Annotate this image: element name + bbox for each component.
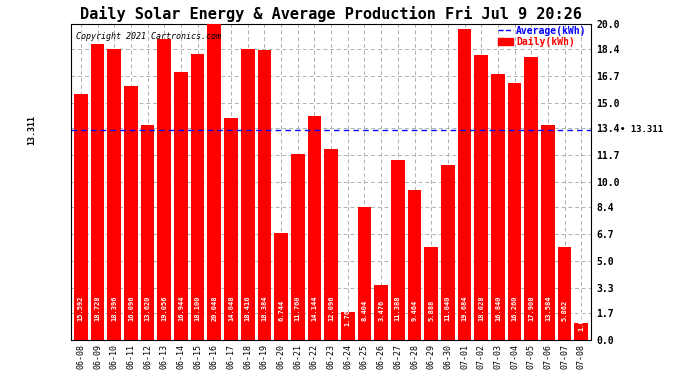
Text: 20.048: 20.048: [211, 295, 217, 321]
Text: 1.764: 1.764: [345, 304, 351, 326]
Text: 13.620: 13.620: [145, 295, 150, 321]
Bar: [524, 57, 538, 340]
Title: Daily Solar Energy & Average Production Fri Jul 9 20:26: Daily Solar Energy & Average Production …: [80, 6, 582, 21]
Text: 18.100: 18.100: [195, 295, 201, 321]
Text: 16.944: 16.944: [178, 295, 184, 321]
Bar: [174, 72, 188, 340]
Bar: [291, 154, 304, 340]
Text: 19.684: 19.684: [462, 295, 468, 321]
Bar: [191, 54, 204, 340]
Text: 18.028: 18.028: [478, 295, 484, 321]
Text: 19.056: 19.056: [161, 295, 167, 321]
Text: 6.744: 6.744: [278, 299, 284, 321]
Text: 18.396: 18.396: [111, 295, 117, 321]
Bar: [124, 86, 138, 340]
Bar: [457, 29, 471, 340]
Text: 14.144: 14.144: [311, 295, 317, 321]
Bar: [308, 117, 322, 340]
Text: 11.388: 11.388: [395, 295, 401, 321]
Bar: [274, 233, 288, 340]
Bar: [157, 39, 171, 340]
Bar: [241, 49, 255, 340]
Bar: [558, 247, 571, 340]
Bar: [475, 55, 488, 340]
Bar: [541, 125, 555, 340]
Text: • 13.311: • 13.311: [620, 125, 663, 134]
Text: 11.760: 11.760: [295, 295, 301, 321]
Text: 5.888: 5.888: [428, 299, 434, 321]
Text: 18.728: 18.728: [95, 295, 101, 321]
Text: 5.862: 5.862: [562, 299, 568, 321]
Bar: [408, 190, 422, 340]
Legend: Average(kWh), Daily(kWh): Average(kWh), Daily(kWh): [498, 26, 586, 47]
Bar: [90, 44, 104, 340]
Bar: [491, 74, 505, 340]
Bar: [424, 247, 438, 340]
Text: 17.908: 17.908: [529, 295, 534, 321]
Text: 3.476: 3.476: [378, 299, 384, 321]
Bar: [224, 118, 238, 340]
Bar: [324, 149, 338, 340]
Bar: [141, 125, 155, 340]
Text: Copyright 2021 Cartronics.com: Copyright 2021 Cartronics.com: [76, 32, 221, 41]
Bar: [108, 50, 121, 340]
Text: 18.416: 18.416: [245, 295, 250, 321]
Text: 9.464: 9.464: [411, 299, 417, 321]
Text: 13.584: 13.584: [545, 295, 551, 321]
Bar: [257, 50, 271, 340]
Bar: [575, 323, 588, 340]
Text: 1.060: 1.060: [578, 310, 584, 331]
Text: 11.040: 11.040: [445, 295, 451, 321]
Text: 8.404: 8.404: [362, 299, 368, 321]
Text: 13.311: 13.311: [28, 115, 37, 145]
Bar: [208, 23, 221, 340]
Bar: [341, 312, 355, 340]
Text: 16.260: 16.260: [511, 295, 518, 321]
Bar: [441, 165, 455, 340]
Bar: [391, 160, 404, 340]
Bar: [374, 285, 388, 340]
Text: 12.096: 12.096: [328, 295, 334, 321]
Text: 14.048: 14.048: [228, 295, 234, 321]
Text: 16.840: 16.840: [495, 295, 501, 321]
Bar: [74, 94, 88, 340]
Bar: [357, 207, 371, 340]
Text: 15.592: 15.592: [78, 295, 84, 321]
Text: 16.096: 16.096: [128, 295, 134, 321]
Text: 18.384: 18.384: [262, 295, 267, 321]
Bar: [508, 83, 522, 340]
